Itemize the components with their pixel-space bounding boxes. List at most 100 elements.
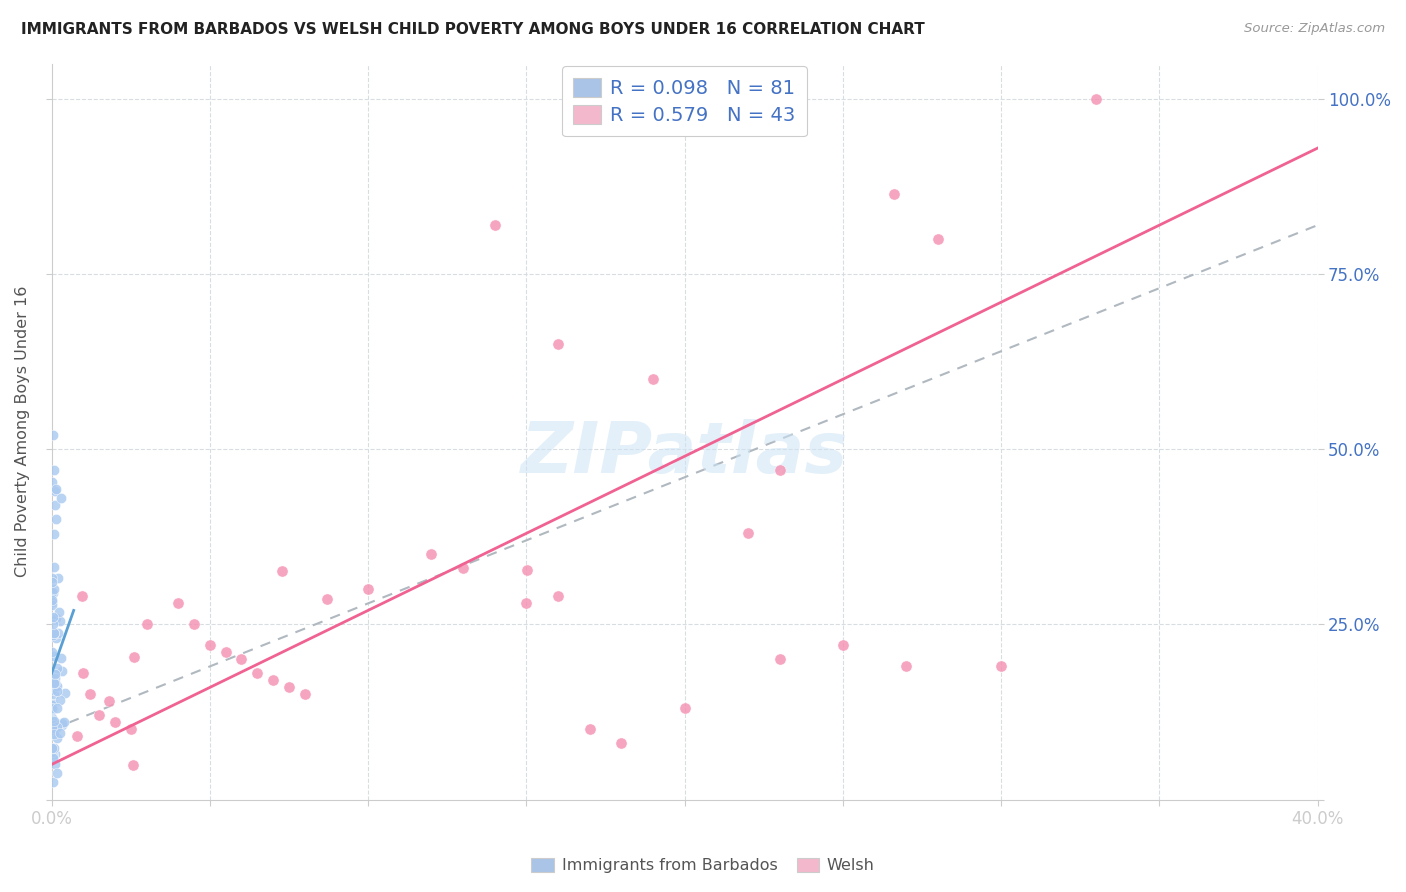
- Point: [41, 711, 63, 725]
- Text: IMMIGRANTS FROM BARBADOS VS WELSH CHILD POVERTY AMONG BOYS UNDER 16 CORRELATION : IMMIGRANTS FROM BARBADOS VS WELSH CHILD …: [21, 22, 925, 37]
- Point: [41, 774, 63, 789]
- Point: [42, 582, 65, 597]
- Point: [87, 708, 110, 723]
- Point: [246, 666, 269, 681]
- Point: [183, 617, 205, 632]
- Point: [831, 639, 853, 653]
- Point: [42, 626, 65, 640]
- Point: [104, 715, 127, 730]
- Point: [41, 747, 63, 762]
- Point: [42, 616, 65, 631]
- Point: [277, 681, 299, 695]
- Point: [44, 626, 66, 640]
- Point: [42, 751, 65, 765]
- Point: [42, 428, 65, 442]
- Point: [44, 716, 66, 731]
- Point: [120, 723, 142, 737]
- Point: [41, 682, 63, 697]
- Point: [42, 740, 65, 755]
- Point: [45, 631, 67, 645]
- Point: [578, 723, 600, 737]
- Point: [45, 611, 67, 625]
- Point: [44, 757, 66, 772]
- Point: [45, 679, 67, 693]
- Point: [46, 765, 69, 780]
- Point: [46, 625, 69, 640]
- Text: ZIPatlas: ZIPatlas: [520, 419, 848, 488]
- Point: [41, 702, 63, 716]
- Point: [357, 582, 380, 597]
- Point: [41, 475, 63, 489]
- Point: [42, 628, 65, 642]
- Point: [41, 592, 63, 607]
- Point: [41, 741, 63, 756]
- Point: [72, 666, 94, 681]
- Point: [41, 702, 63, 716]
- Point: [49, 726, 72, 740]
- Point: [72, 590, 94, 604]
- Point: [167, 596, 190, 610]
- Point: [121, 757, 143, 772]
- Y-axis label: Child Poverty Among Boys Under 16: Child Poverty Among Boys Under 16: [15, 286, 30, 577]
- Point: [42, 463, 65, 477]
- Point: [198, 639, 221, 653]
- Point: [41, 672, 63, 686]
- Point: [53, 714, 76, 729]
- Point: [316, 591, 339, 606]
- Point: [641, 372, 664, 386]
- Point: [41, 697, 63, 711]
- Point: [294, 688, 316, 702]
- Point: [484, 218, 506, 232]
- Point: [42, 674, 65, 689]
- Point: [45, 700, 67, 714]
- Point: [51, 665, 73, 679]
- Point: [48, 692, 70, 706]
- Point: [44, 560, 66, 574]
- Point: [41, 741, 63, 756]
- Point: [42, 610, 65, 624]
- Point: [41, 700, 63, 714]
- Point: [44, 671, 66, 685]
- Point: [41, 571, 63, 585]
- Point: [51, 716, 73, 731]
- Point: [262, 673, 284, 688]
- Text: Source: ZipAtlas.com: Source: ZipAtlas.com: [1244, 22, 1385, 36]
- Point: [45, 731, 67, 745]
- Point: [990, 659, 1012, 673]
- Point: [231, 652, 253, 666]
- Point: [42, 611, 65, 625]
- Point: [673, 701, 696, 715]
- Point: [44, 499, 66, 513]
- Point: [41, 698, 63, 713]
- Point: [737, 526, 759, 541]
- Point: [41, 701, 63, 715]
- Point: [41, 698, 63, 712]
- Point: [41, 645, 63, 659]
- Point: [883, 186, 905, 201]
- Point: [44, 676, 66, 690]
- Point: [66, 730, 89, 744]
- Point: [42, 676, 65, 690]
- Point: [45, 661, 67, 675]
- Point: [45, 512, 67, 526]
- Point: [41, 599, 63, 613]
- Point: [420, 547, 443, 561]
- Point: [53, 686, 76, 700]
- Point: [51, 718, 73, 732]
- Point: [610, 737, 633, 751]
- Point: [49, 491, 72, 506]
- Point: [515, 596, 537, 610]
- Point: [42, 585, 65, 599]
- Point: [42, 714, 65, 728]
- Point: [41, 574, 63, 589]
- Point: [451, 561, 474, 575]
- Point: [768, 463, 790, 477]
- Point: [41, 722, 63, 736]
- Point: [1085, 92, 1108, 106]
- Point: [48, 605, 70, 619]
- Legend: Immigrants from Barbados, Welsh: Immigrants from Barbados, Welsh: [524, 851, 882, 880]
- Point: [97, 694, 120, 708]
- Point: [42, 723, 65, 737]
- Point: [271, 564, 294, 578]
- Point: [41, 745, 63, 759]
